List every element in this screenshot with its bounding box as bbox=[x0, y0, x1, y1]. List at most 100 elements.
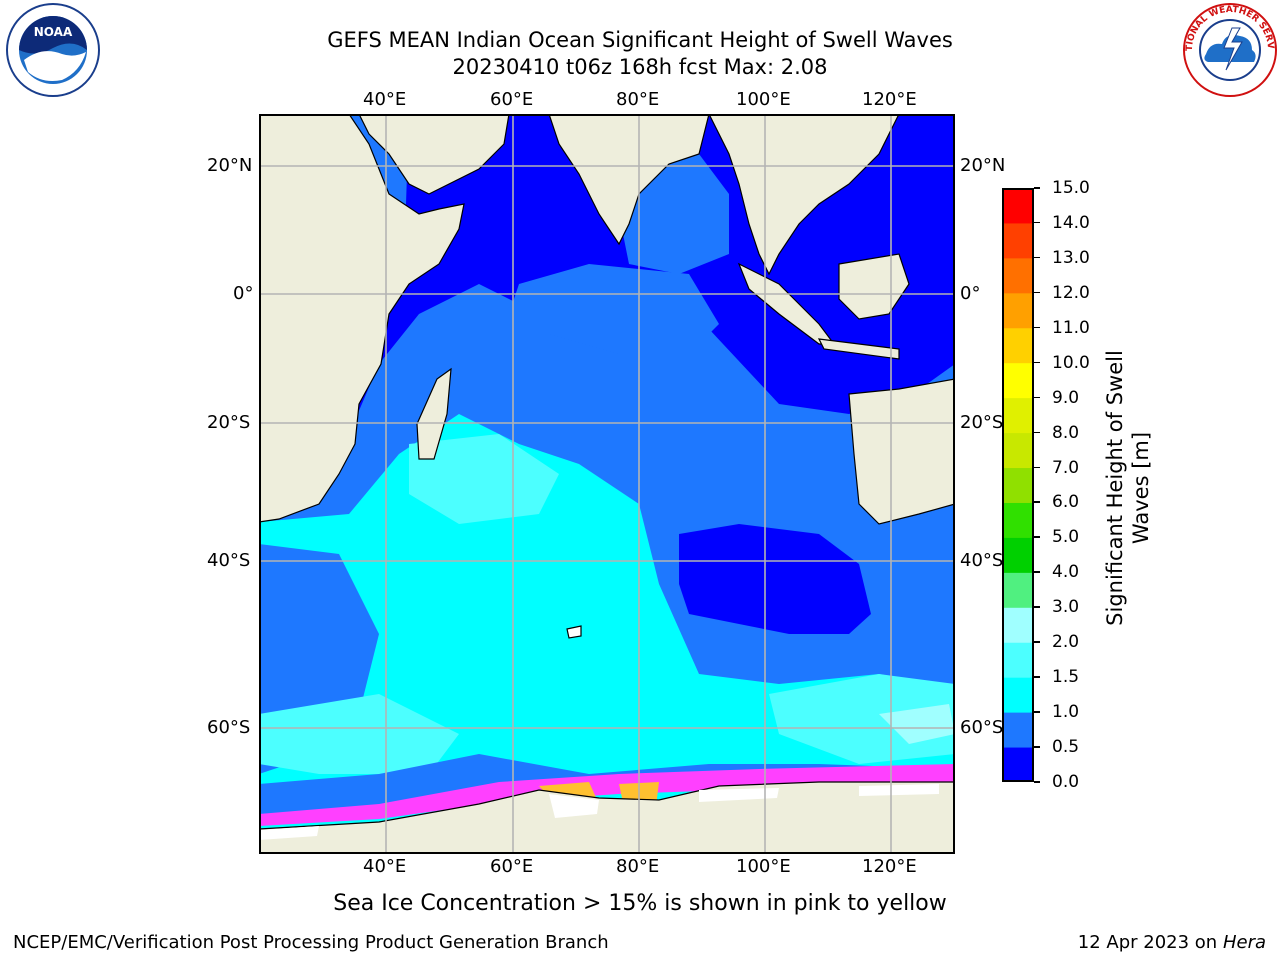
colorbar-swatch bbox=[1002, 362, 1034, 399]
colorbar-tick-mark bbox=[1034, 291, 1040, 294]
lat-label-right: 40°S bbox=[960, 550, 1004, 571]
colorbar-tick-mark bbox=[1034, 431, 1040, 434]
colorbar-tick-mark bbox=[1034, 187, 1040, 189]
lon-label-top: 60°E bbox=[490, 89, 534, 110]
lon-label-bottom: 40°E bbox=[363, 856, 407, 877]
land-java bbox=[817, 338, 900, 360]
colorbar-tick-label: 8.0 bbox=[1052, 422, 1080, 443]
colorbar-tick-label: 10.0 bbox=[1052, 352, 1090, 373]
colorbar-tick-mark bbox=[1034, 606, 1040, 608]
lon-label-bottom: 80°E bbox=[616, 856, 660, 877]
colorbar-tick-mark bbox=[1034, 466, 1040, 469]
colorbar-tick-label: 4.0 bbox=[1052, 562, 1080, 583]
colorbar-tick-mark bbox=[1034, 501, 1040, 503]
colorbar-tick-label: 0.5 bbox=[1052, 737, 1080, 758]
colorbar-tick-mark bbox=[1034, 361, 1040, 364]
swell-1.5-2.0-a bbox=[409, 434, 559, 524]
colorbar-ticks: 0.0 0.5 1.0 1.5 2.0 3.0 4.0 5.0 6.0 7.0 8.0 9.0 10.0… bbox=[1034, 178, 1104, 791]
lat-label-right: 20°N bbox=[960, 155, 1006, 176]
colorbar-swatch bbox=[1002, 677, 1034, 713]
colorbar-title-line1: Significant Height of Swell bbox=[1103, 350, 1127, 626]
colorbar-swatch bbox=[1002, 467, 1034, 503]
colorbar-tick-mark bbox=[1034, 641, 1040, 643]
colorbar-tick-label: 9.0 bbox=[1052, 387, 1080, 408]
colorbar-tick-label: 11.0 bbox=[1052, 317, 1090, 338]
map-title: GEFS MEAN Indian Ocean Significant Heigh… bbox=[327, 28, 953, 52]
lon-label-top: 100°E bbox=[736, 89, 791, 110]
colorbar-tick-label: 12.0 bbox=[1052, 282, 1090, 303]
colorbar-tick-mark bbox=[1034, 676, 1040, 678]
colorbar-tick-label: 1.5 bbox=[1052, 667, 1080, 688]
colorbar-tick-mark bbox=[1034, 396, 1040, 399]
lon-label-bottom: 60°E bbox=[490, 856, 534, 877]
swell-1.5-2.0-c bbox=[259, 694, 459, 774]
noaa-logo-text: NOAA bbox=[34, 25, 73, 39]
footer-date: 12 Apr 2023 on Hera bbox=[1078, 933, 1266, 953]
swell-0-0.5-south bbox=[679, 524, 871, 634]
map-panel bbox=[259, 114, 955, 854]
lat-label-left: 60°S bbox=[207, 717, 251, 738]
colorbar-swatch bbox=[1002, 537, 1034, 573]
colorbar-swatch bbox=[1002, 222, 1034, 259]
land-kerguelen bbox=[566, 625, 582, 639]
colorbar-swatch bbox=[1002, 607, 1034, 643]
colorbar-tick-label: 13.0 bbox=[1052, 247, 1090, 268]
land-antarctica bbox=[259, 781, 955, 854]
land-se-asia bbox=[708, 114, 900, 276]
footer-credit: NCEP/EMC/Verification Post Processing Pr… bbox=[13, 932, 609, 953]
colorbar-tick-mark bbox=[1034, 256, 1040, 259]
lon-label-bottom: 100°E bbox=[736, 856, 791, 877]
map-subtitle: 20230410 t06z 168h fcst Max: 2.08 bbox=[452, 55, 828, 79]
colorbar-tick-label: 2.0 bbox=[1052, 632, 1080, 653]
colorbar-swatch bbox=[1002, 642, 1034, 678]
land-arabia bbox=[358, 114, 510, 195]
nws-logo: NATIONAL WEATHER SERVICE bbox=[1180, 2, 1277, 97]
land-australia bbox=[848, 378, 955, 525]
colorbar-swatch bbox=[1002, 432, 1034, 469]
land-madagascar bbox=[416, 367, 452, 460]
colorbar-frame bbox=[1002, 188, 1034, 782]
colorbar-tick-label: 5.0 bbox=[1052, 527, 1080, 548]
colorbar-tick-label: 7.0 bbox=[1052, 457, 1080, 478]
lat-label-left: 40°S bbox=[207, 550, 251, 571]
colorbar-swatch bbox=[1002, 572, 1034, 608]
lat-label-left: 20°N bbox=[207, 155, 253, 176]
graticule bbox=[259, 114, 955, 854]
footer-date-text: 12 Apr 2023 on bbox=[1077, 932, 1223, 953]
colorbar-title-line2: Waves [m] bbox=[1129, 431, 1153, 545]
colorbar-tick-mark bbox=[1034, 781, 1040, 783]
lon-label-top: 40°E bbox=[363, 89, 407, 110]
ice-shelf-white bbox=[259, 784, 939, 840]
lon-label-top: 120°E bbox=[862, 89, 917, 110]
lat-label-right: 60°S bbox=[960, 717, 1004, 738]
colorbar-swatch bbox=[1002, 712, 1034, 748]
colorbar-swatch bbox=[1002, 397, 1034, 434]
colorbar-tick-mark bbox=[1034, 711, 1040, 713]
land-africa bbox=[259, 114, 465, 523]
colorbar-swatch bbox=[1002, 747, 1034, 782]
colorbar bbox=[1002, 188, 1034, 782]
colorbar-tick-label: 6.0 bbox=[1052, 492, 1080, 513]
swell-mid-equator bbox=[509, 264, 719, 354]
colorbar-tick-label: 1.0 bbox=[1052, 702, 1080, 723]
colorbar-tick-mark bbox=[1034, 746, 1040, 748]
lat-label-left: 20°S bbox=[207, 412, 251, 433]
noaa-logo: NOAA bbox=[6, 3, 100, 97]
lon-label-top: 80°E bbox=[616, 89, 660, 110]
footer-host: Hera bbox=[1222, 932, 1266, 953]
lat-label-right: 0° bbox=[960, 283, 981, 304]
lon-label-bottom: 120°E bbox=[862, 856, 917, 877]
map-frame bbox=[259, 114, 955, 854]
colorbar-tick-mark bbox=[1034, 326, 1040, 329]
sea-ice-caption: Sea Ice Concentration > 15% is shown in … bbox=[333, 891, 947, 916]
colorbar-tick-label: 3.0 bbox=[1052, 597, 1080, 618]
colorbar-swatch bbox=[1002, 502, 1034, 538]
colorbar-swatch bbox=[1002, 292, 1034, 329]
colorbar-swatch bbox=[1002, 327, 1034, 364]
swell-2.0-3.0 bbox=[879, 704, 955, 744]
colorbar-tick-label: 15.0 bbox=[1052, 178, 1090, 198]
colorbar-title: Significant Height of Swell Waves [m] bbox=[1102, 338, 1154, 638]
sea-ice-pink bbox=[259, 764, 955, 826]
colorbar-tick-mark bbox=[1034, 221, 1040, 224]
colorbar-swatch bbox=[1002, 257, 1034, 294]
